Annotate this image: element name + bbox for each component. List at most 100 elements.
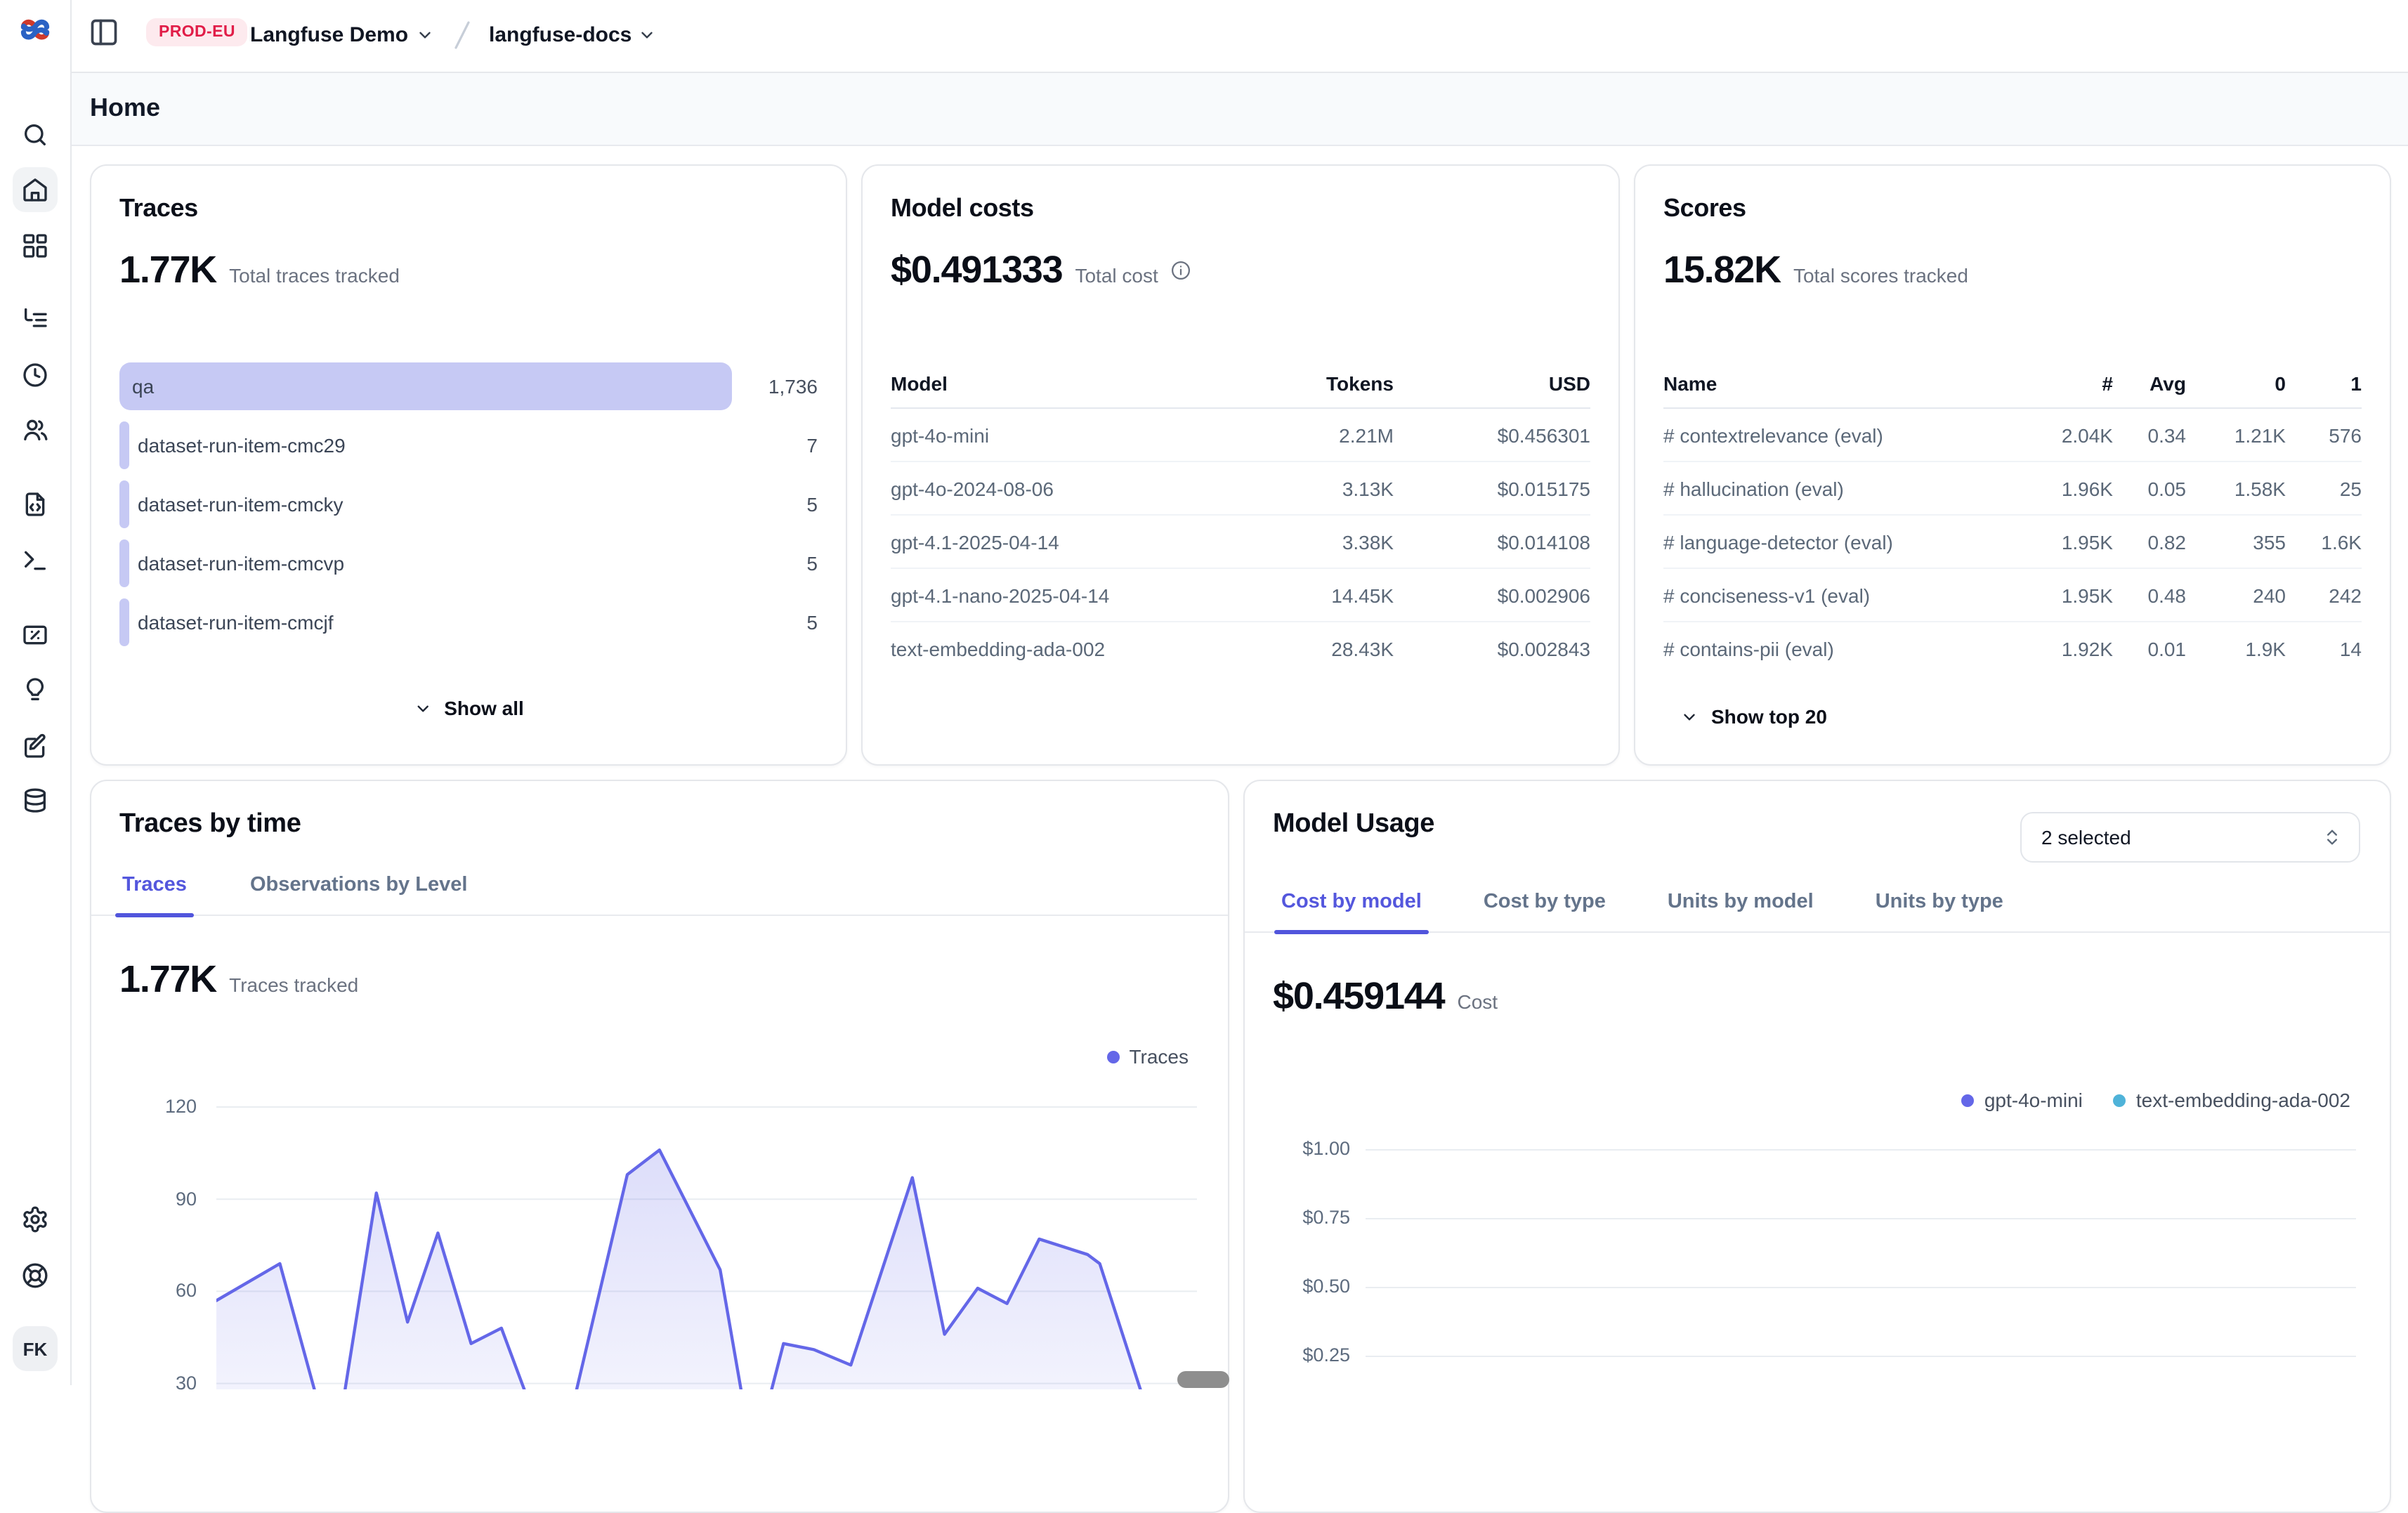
traces-by-time-title: Traces by time — [119, 809, 301, 839]
model-usage-tab-cost-by-type[interactable]: Cost by type — [1483, 891, 1606, 913]
model-costs-card-title: Model costs — [891, 194, 1034, 222]
trace-bar-label: dataset-run-item-cmcvp — [138, 552, 345, 575]
traces-card: Traces 1.77K Total traces tracked qa 1,73… — [90, 164, 847, 766]
traces-by-time-tab-observations-by-level[interactable]: Observations by Level — [249, 874, 468, 896]
score-row[interactable]: # contains-pii (eval) 1.92K 0.01 1.9K 14 — [1663, 637, 2362, 660]
sidebar-item-sessions[interactable] — [13, 353, 58, 398]
org-chevron-down-icon[interactable] — [416, 26, 434, 44]
traces-by-time-tab-traces[interactable]: Traces — [115, 874, 194, 917]
usage-y-axis-tick-label: $1.00 — [1302, 1138, 1350, 1159]
model-select-value: 2 selected — [2041, 826, 2131, 849]
trace-bar-label: dataset-run-item-cmcjf — [138, 611, 334, 634]
langfuse-logo-icon[interactable] — [20, 15, 51, 46]
trace-bar — [119, 480, 129, 528]
score-row[interactable]: # conciseness-v1 (eval) 1.95K 0.48 240 242 — [1663, 569, 2362, 622]
usage-gridline — [1366, 1149, 2356, 1151]
breadcrumb-divider — [454, 21, 470, 49]
evals-icon — [23, 625, 47, 645]
trace-bar-count: 5 — [806, 552, 818, 575]
sidebar-item-users[interactable] — [13, 407, 58, 452]
sidebar-item-judge[interactable] — [13, 667, 58, 712]
model-usage-card: Model Usage 2 selected Cost by model Cost… — [1243, 780, 2391, 1513]
scores-card: Scores 15.82K Total scores tracked Name … — [1634, 164, 2391, 766]
breadcrumb-org[interactable]: Langfuse Demo — [250, 23, 409, 47]
model-cost-row[interactable]: gpt-4.1-nano-2025-04-14 14.45K $0.002906 — [891, 569, 1590, 622]
score-row[interactable]: # contextrelevance (eval) 2.04K 0.34 1.21K 5… — [1663, 409, 2362, 462]
show-top-20-button[interactable]: Show top 20 — [1680, 705, 1827, 728]
sidebar-item-annotation[interactable] — [13, 723, 58, 768]
traces-tracked-metric: 1.77K — [119, 958, 217, 1000]
sidebar-item-tracing[interactable] — [13, 296, 58, 341]
usage-y-axis-tick-label: $0.75 — [1302, 1207, 1350, 1228]
info-icon[interactable] — [1171, 260, 1192, 281]
model-usage-tabs: Cost by model Cost by type Units by model U… — [1245, 891, 2390, 934]
home-icon — [23, 178, 47, 202]
model-cost-row[interactable]: gpt-4o-mini 2.21M $0.456301 — [891, 409, 1590, 462]
y-axis-tick-label: 30 — [175, 1372, 197, 1394]
scores-total-metric: 15.82K — [1663, 249, 1781, 291]
sidebar-item-settings[interactable] — [13, 1197, 58, 1242]
trace-bar — [119, 421, 129, 469]
trace-name-bar-list: qa 1,736 dataset-run-item-cmc29 7 dataset-ru… — [119, 362, 818, 657]
legend-dot-icon — [2113, 1094, 2126, 1106]
scores-total-metric-label: Total scores tracked — [1793, 264, 1968, 287]
traces-tracked-metric-label: Traces tracked — [229, 974, 359, 996]
sidebar-item-datasets[interactable] — [13, 778, 58, 823]
sidebar: FK — [0, 0, 72, 1385]
model-usage-tab-units-by-model[interactable]: Units by model — [1667, 891, 1814, 913]
score-row[interactable]: # language-detector (eval) 1.95K 0.82 355 1.… — [1663, 516, 2362, 569]
score-row[interactable]: # hallucination (eval) 1.96K 0.05 1.58K 25 — [1663, 462, 2362, 516]
horizontal-scrollbar-thumb[interactable] — [1177, 1371, 1229, 1388]
traces-card-title: Traces — [119, 194, 198, 222]
y-axis-tick-label: 60 — [175, 1280, 197, 1302]
trace-bar-row[interactable]: qa 1,736 — [119, 362, 818, 410]
annotation-icon — [25, 733, 46, 758]
model-cost-row[interactable]: text-embedding-ada-002 28.43K $0.002843 — [891, 637, 1590, 660]
scores-table-header: Name # Avg 0 1 — [1663, 372, 2362, 395]
traces-total-metric-label: Total traces tracked — [229, 264, 400, 287]
sidebar-item-playground[interactable] — [13, 538, 58, 583]
trace-bar-label: qa — [132, 375, 155, 398]
model-usage-tab-units-by-type[interactable]: Units by type — [1875, 891, 2003, 913]
trace-bar — [119, 362, 732, 410]
sessions-icon — [23, 363, 47, 387]
total-cost-metric: $0.491333 — [891, 249, 1064, 291]
traces-area-chart — [216, 1083, 1197, 1389]
avatar[interactable]: FK — [13, 1326, 58, 1371]
trace-bar-label: dataset-run-item-cmcky — [138, 493, 343, 516]
usage-cost-metric: $0.459144 — [1273, 975, 1446, 1017]
show-all-button[interactable]: Show all — [413, 697, 524, 719]
breadcrumb-project[interactable]: langfuse-docs — [489, 23, 632, 47]
sidebar-item-prompts[interactable] — [13, 482, 58, 527]
legend-item: gpt-4o-mini — [1961, 1089, 2083, 1111]
model-select-dropdown[interactable]: 2 selected — [2020, 812, 2360, 863]
traces-chart-legend: Traces — [1106, 1045, 1189, 1068]
legend-item: Traces — [1106, 1045, 1189, 1068]
trace-bar-row[interactable]: dataset-run-item-cmcky 5 — [119, 480, 818, 528]
sidebar-item-search[interactable] — [13, 112, 58, 157]
trace-bar-row[interactable]: dataset-run-item-cmc29 7 — [119, 421, 818, 469]
trace-bar-count: 1,736 — [768, 375, 818, 398]
model-usage-tab-cost-by-model[interactable]: Cost by model — [1274, 891, 1429, 934]
trace-bar-row[interactable]: dataset-run-item-cmcvp 5 — [119, 539, 818, 587]
datasets-icon — [25, 788, 46, 813]
page-title: Home — [90, 93, 161, 122]
usage-gridline — [1366, 1218, 2356, 1219]
prompts-icon — [25, 492, 45, 516]
judge-icon — [26, 678, 44, 700]
sidebar-item-evals[interactable] — [13, 613, 58, 657]
scores-table: Name # Avg 0 1 # contextrelevance (eval)… — [1663, 360, 2362, 674]
project-chevron-down-icon[interactable] — [638, 26, 656, 44]
trace-bar-row[interactable]: dataset-run-item-cmcjf 5 — [119, 598, 818, 646]
model-cost-row[interactable]: gpt-4o-2024-08-06 3.13K $0.015175 — [891, 462, 1590, 516]
sidebar-item-dashboards[interactable] — [13, 223, 58, 268]
usage-y-axis-tick-label: $0.25 — [1302, 1344, 1350, 1365]
sidebar-item-support[interactable] — [13, 1253, 58, 1298]
sidebar-item-home[interactable] — [13, 167, 58, 212]
usage-gridline — [1366, 1356, 2356, 1357]
model-cost-row[interactable]: gpt-4.1-2025-04-14 3.38K $0.014108 — [891, 516, 1590, 569]
dashboards-icon — [23, 234, 47, 258]
panel-left-toggle-icon[interactable] — [89, 17, 119, 48]
environment-badge[interactable]: PROD-EU — [146, 18, 248, 46]
top-bar: PROD-EU Langfuse Demo langfuse-docs — [70, 0, 2408, 73]
